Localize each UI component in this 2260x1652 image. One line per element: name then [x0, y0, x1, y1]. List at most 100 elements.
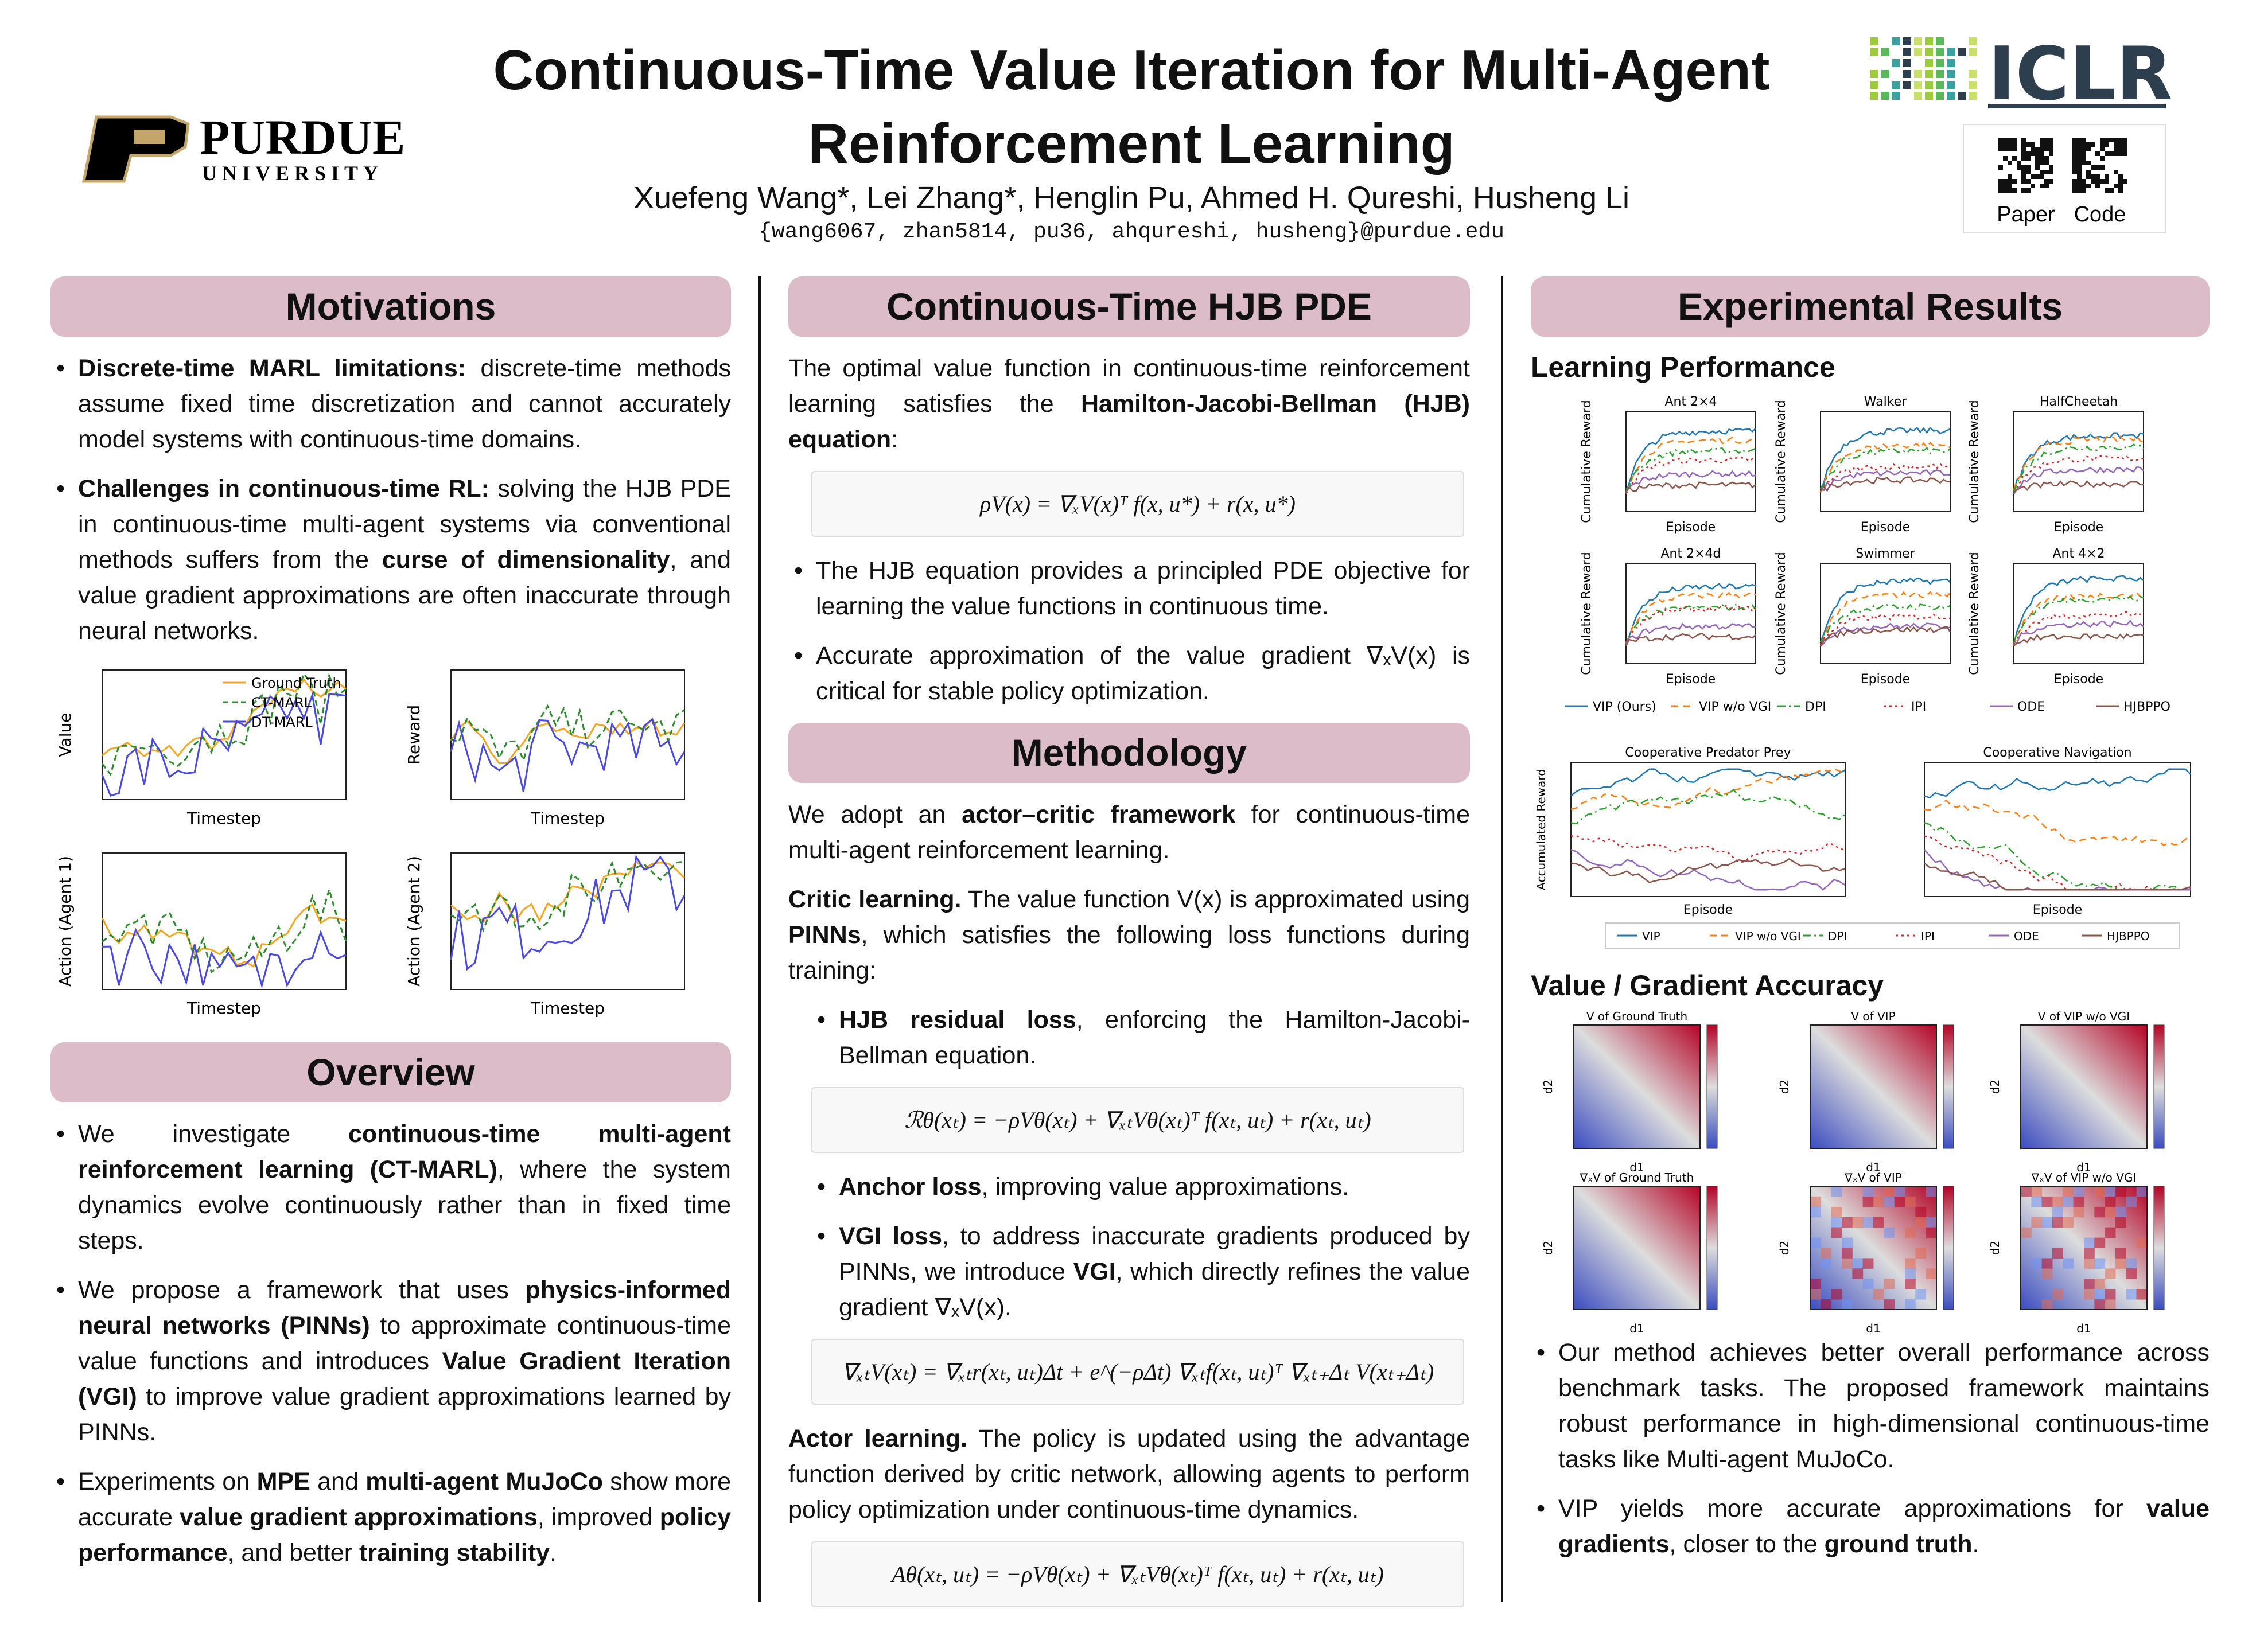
qr-cell: [2105, 179, 2109, 184]
qr-cell: [1998, 165, 2003, 170]
bold-text: Discrete-time MARL limitations:: [78, 354, 466, 382]
qr-cell: [2031, 151, 2035, 156]
curve: [450, 704, 685, 763]
qr-cell: [2031, 174, 2035, 179]
heatmap-cell: [1905, 1258, 1916, 1269]
section-heading: Experimental Results: [1531, 276, 2210, 337]
y-axis-label: d2: [1988, 1080, 2002, 1094]
curve: [450, 860, 685, 933]
purdue-name: PURDUE: [200, 112, 405, 165]
bullet: Discrete-time MARL limitations: discrete…: [50, 350, 731, 457]
qr-cell: [2049, 147, 2053, 151]
bold-text: Anchor loss: [839, 1173, 982, 1201]
qr-cell: [2035, 161, 2040, 165]
heatmap-cell: [2063, 1186, 2074, 1197]
paragraph: Critic learning. The value function V(x)…: [788, 882, 1470, 988]
qr-cell: [2031, 184, 2035, 188]
heatmap-cell: [1894, 1196, 1905, 1207]
qr-cell: [2003, 184, 2008, 188]
section-heading: Continuous-Time HJB PDE: [788, 276, 1470, 337]
bold-text: MPE: [256, 1468, 310, 1495]
qr-cell: [2031, 142, 2035, 147]
y-axis-label: Action (Agent 1): [56, 856, 75, 987]
qr-cell: [2031, 147, 2035, 151]
bold-text: value gradient approximations: [179, 1503, 538, 1531]
heatmap-cell: [1873, 1196, 1884, 1207]
heatmap-cell: [1905, 1299, 1916, 1310]
qr-cell: [2082, 147, 2086, 151]
qr-cell: [2072, 170, 2077, 174]
bold-text: curse of dimensionality: [382, 546, 670, 574]
bold-text: PINNs: [788, 921, 861, 949]
qr-cell: [2077, 138, 2082, 142]
qr-cell: [2095, 165, 2100, 170]
qr-cell: [2100, 165, 2105, 170]
qr-cell: [2082, 179, 2086, 184]
heatmap: [2021, 1025, 2147, 1148]
x-axis-label: Timestep: [186, 999, 261, 1018]
heatmap-cell: [2052, 1289, 2063, 1300]
qr-cell: [2114, 147, 2118, 151]
heatmap-cell: [1831, 1289, 1842, 1300]
iclr-dot: [1969, 37, 1977, 45]
qr-cell: [2040, 170, 2044, 174]
iclr-dot: [1947, 48, 1955, 56]
qr-cell: [2086, 184, 2091, 188]
curve: [1819, 625, 1951, 647]
heatmap-cell: [1821, 1248, 1832, 1259]
curve: [1625, 481, 1756, 493]
qr-cell: [2100, 138, 2105, 142]
qr-cell: [2118, 188, 2123, 193]
curve: [2013, 480, 2144, 493]
qr-cell: [2118, 151, 2123, 156]
bullet: HJB residual loss, enforcing the Hamilto…: [811, 1002, 1470, 1073]
curve: [2013, 633, 2144, 647]
qr-cell: [2114, 151, 2118, 156]
qr-cell: [1998, 188, 2003, 193]
axes-frame: [1625, 563, 1756, 664]
iclr-dot: [1936, 59, 1944, 67]
subheading: Value / Gradient Accuracy: [1531, 969, 1884, 1002]
legend-label: ODE: [2017, 700, 2045, 714]
qr-cell: [2040, 184, 2044, 188]
heatmap-cell: [1915, 1206, 1927, 1218]
qr-cell: [2100, 156, 2105, 161]
qr-cell: [2026, 142, 2031, 147]
text-run: to approximate continuous-time value fun…: [78, 1312, 731, 1375]
iclr-dot: [1936, 92, 1944, 100]
curve: [2013, 435, 2144, 490]
motivation-figure: Value Timestep Reward Timestep Action (Agent…: [56, 669, 686, 1018]
qr-cell: [2077, 151, 2082, 156]
heatmap-cell: [1862, 1279, 1874, 1289]
qr-cell: [2040, 138, 2044, 142]
plot-title: Ant 2×4d: [1660, 547, 1721, 561]
qr-cell: [2072, 151, 2077, 156]
qr-cell: [2114, 138, 2118, 142]
qr-cell: [2072, 156, 2077, 161]
qr-cell: [2008, 142, 2012, 147]
iclr-dot: [1925, 37, 1933, 45]
qr-cell: [2105, 138, 2109, 142]
heatmap: [1574, 1025, 1700, 1148]
qr-cell: [2118, 174, 2123, 179]
heatmap-cell: [1915, 1289, 1927, 1300]
text-run: , closer to the: [1669, 1530, 1825, 1558]
x-axis-label: d1: [1629, 1160, 1644, 1174]
column-divider: [1501, 276, 1503, 1602]
qr-cell: [2100, 142, 2105, 147]
curve: [1924, 799, 2191, 846]
iclr-dot: [1914, 37, 1922, 45]
iclr-dot: [1892, 92, 1900, 100]
qr-cell: [2109, 151, 2114, 156]
qr-cell: [2049, 151, 2053, 156]
axes-frame: [1820, 411, 1951, 512]
curve: [1625, 633, 1756, 646]
iclr-dot: [1914, 48, 1922, 56]
y-axis-label: Cumulative Reward: [1580, 400, 1594, 523]
qr-cell: [2026, 165, 2031, 170]
heatmap-cell: [1842, 1237, 1853, 1248]
iclr-dot: [1947, 70, 1955, 78]
qr-cell: [2072, 188, 2077, 193]
curve: [101, 672, 347, 777]
